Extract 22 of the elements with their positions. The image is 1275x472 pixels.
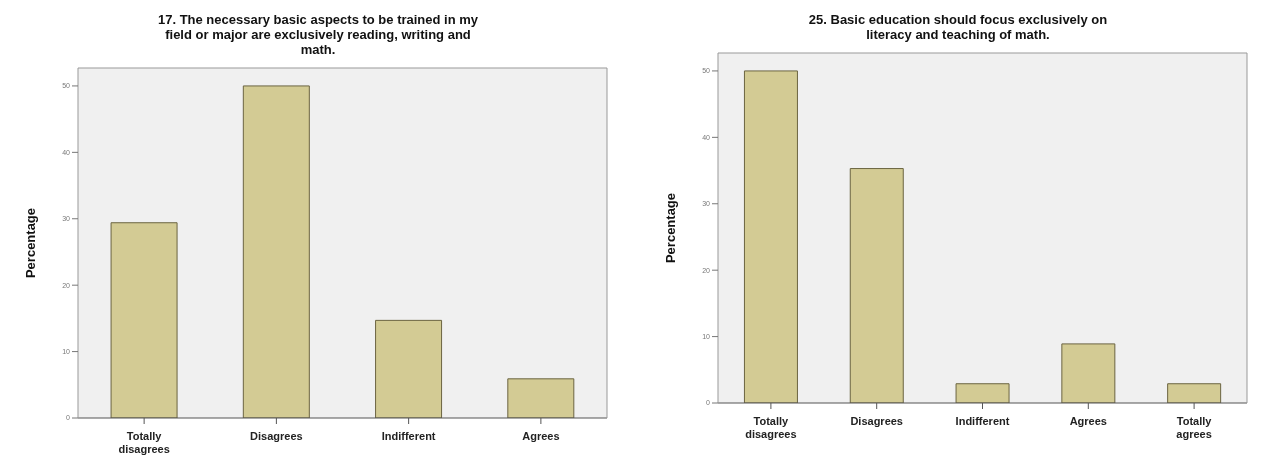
x-tick-label: Totally disagrees [118,430,170,455]
bar [507,378,575,418]
x-tick-label: Indifferent [381,430,436,442]
x-tick-label: Totally disagrees [745,415,797,440]
x-tick-label: Totally agrees [1176,415,1213,440]
x-tick-label: Disagrees [850,415,903,427]
x-tick-label: Agrees [1069,415,1107,427]
y-axis-title: Percentage [22,207,38,279]
bar [849,168,904,403]
bar [242,85,310,418]
chart-title: 25. Basic education should focus exclusively on literacy and teaching of math. [807,12,1109,42]
x-tick-label: Indifferent [955,415,1010,427]
bar [1061,343,1116,403]
bar [110,222,178,418]
chart-title: 17. The necessary basic aspects to be trained in my field or major are exclusively reading, writing and math. [156,12,480,57]
y-axis-title: Percentage [662,192,678,264]
bar [375,319,443,418]
bar [955,383,1010,403]
x-tick-label: Agrees [522,430,560,442]
bar [1167,383,1222,403]
bar [743,70,798,403]
x-tick-label: Disagrees [250,430,303,442]
